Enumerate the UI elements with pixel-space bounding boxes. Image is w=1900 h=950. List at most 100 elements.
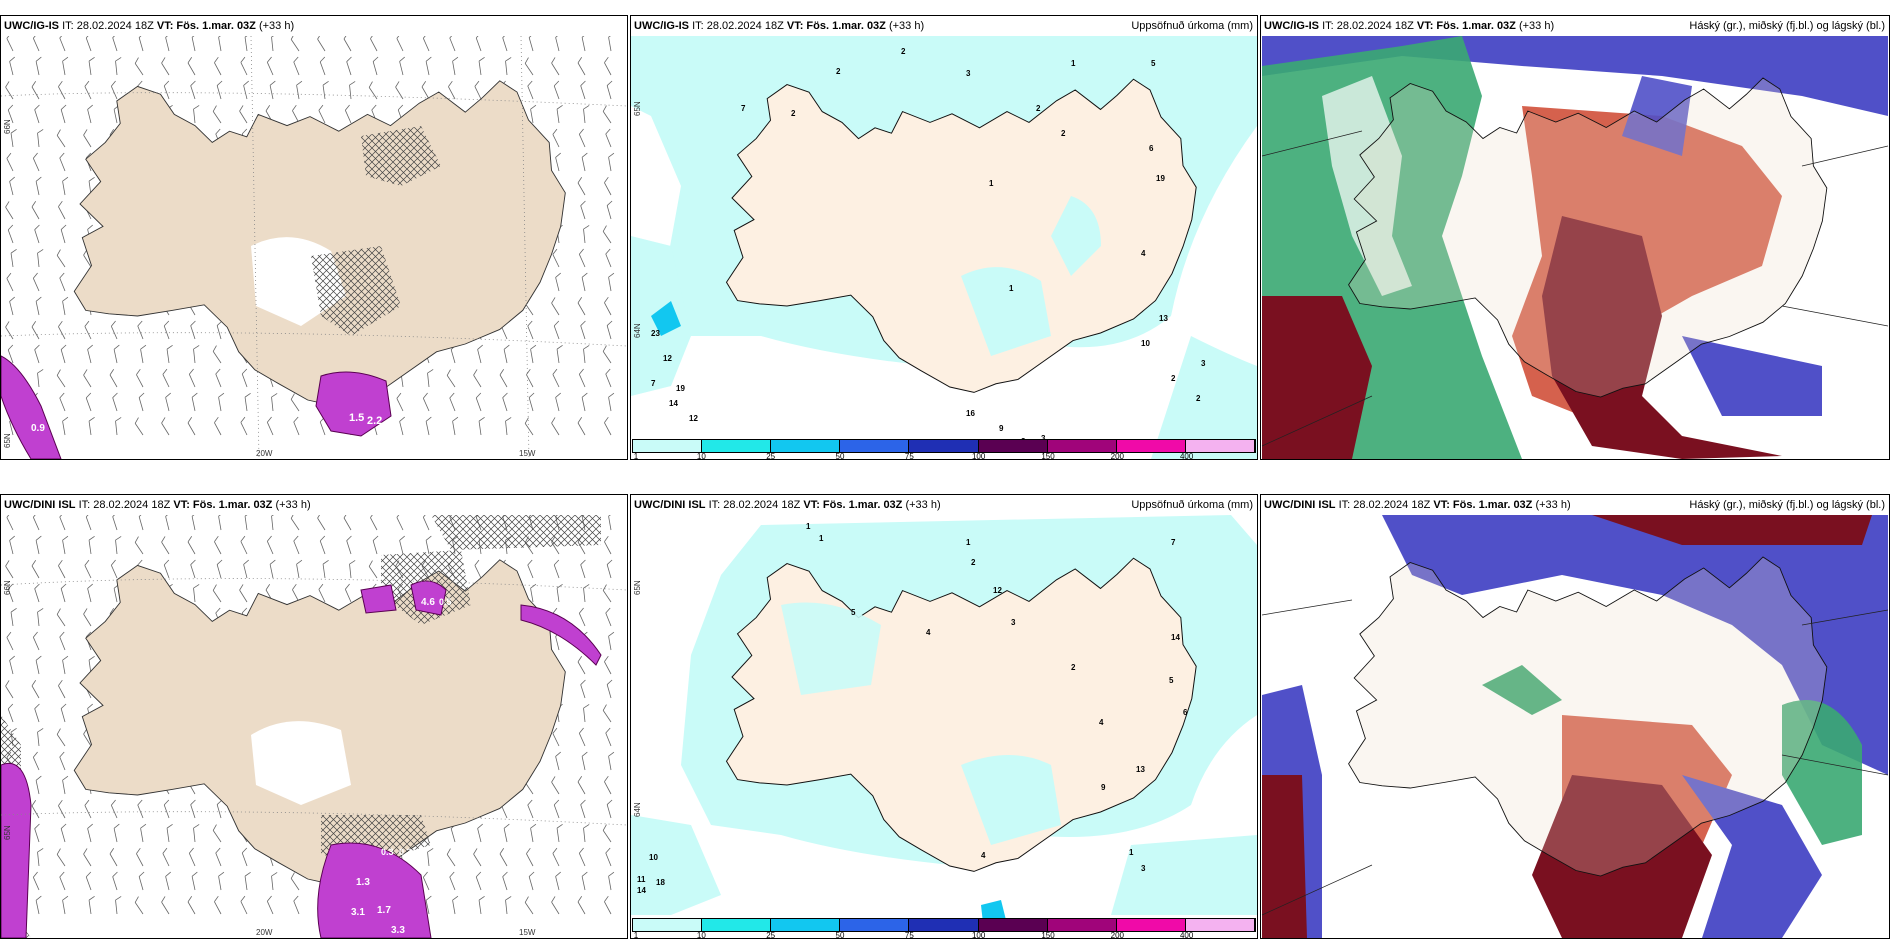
wind-barb: [56, 848, 66, 867]
wind-barb: [555, 871, 561, 891]
wind-barb: [577, 297, 586, 316]
wind-barb: [32, 751, 40, 771]
value-label: 4: [926, 628, 931, 637]
wind-barb: [62, 56, 69, 76]
colorbar-tick: 75: [904, 452, 914, 460]
wind-barb: [608, 871, 615, 891]
precip-moderate: [981, 900, 1006, 923]
colorbar-tick: 200: [1110, 452, 1125, 460]
wind-barb: [240, 895, 248, 915]
wind-barb: [473, 848, 482, 867]
wind-barb: [602, 345, 612, 364]
value-label: 2: [971, 558, 976, 567]
wind-barb: [602, 584, 612, 603]
wind-barb: [396, 392, 404, 412]
value-label: 4: [1099, 718, 1104, 727]
value-label: 3: [966, 69, 971, 78]
wind-barb: [166, 824, 173, 843]
wind-barb: [35, 176, 42, 196]
wind-barb: [399, 416, 405, 436]
wind-barb: [422, 36, 430, 52]
wind-barb: [578, 727, 586, 747]
wind-barb: [34, 344, 40, 364]
value-label: 4.6: [421, 597, 435, 608]
wind-barb: [32, 36, 40, 52]
value-label: 1: [819, 534, 824, 543]
wind-barb: [110, 320, 118, 340]
wind-barb: [137, 799, 144, 819]
wind-barb: [551, 776, 560, 795]
wind-barb: [604, 296, 612, 316]
wind-barb: [218, 36, 225, 52]
value-label: 0.5: [439, 597, 452, 607]
precip-light: [961, 755, 1061, 845]
wind-barb: [296, 80, 303, 100]
wind-barb: [187, 896, 196, 915]
wind-barb: [577, 776, 586, 795]
wind-barb: [583, 704, 590, 723]
wind-barb: [7, 703, 14, 723]
map-accum-precip: 1 1 1 2 7 12 5 4 3 2 14 5 6 4 13 10 11 1…: [631, 515, 1257, 938]
wind-barb: [215, 847, 222, 867]
value-label: 12: [663, 354, 672, 363]
colorbar-swatch: [771, 919, 841, 931]
wind-barb: [56, 369, 66, 388]
lat-label: 64N: [633, 323, 642, 338]
wind-barb: [399, 535, 405, 555]
wind-barb: [113, 344, 120, 364]
wind-barb: [604, 416, 612, 436]
wind-barb: [293, 535, 300, 555]
value-label: 2: [836, 67, 841, 76]
wind-barb: [553, 799, 560, 819]
wind-barb: [10, 129, 17, 148]
wind-barb: [212, 105, 222, 124]
wind-barb: [110, 799, 118, 819]
wind-barb: [606, 679, 613, 699]
precip-moderate: [651, 301, 681, 336]
wind-barb: [37, 369, 44, 388]
wind-barb: [9, 56, 15, 76]
wind-barb: [58, 679, 66, 699]
wind-barb: [134, 896, 144, 915]
value-label: 5: [851, 608, 856, 617]
wind-barb: [35, 895, 42, 915]
colorbar-tick: 50: [835, 931, 845, 939]
wind-barb: [85, 392, 92, 412]
wind-barb: [499, 848, 508, 867]
colorbar-swatch: [978, 440, 1048, 452]
wind-barb: [555, 751, 561, 771]
wind-barb: [218, 515, 225, 531]
wind-barb: [59, 871, 66, 891]
precip-area: [410, 580, 447, 616]
value-label: 1.7: [377, 905, 391, 916]
wind-barb: [163, 320, 170, 340]
wind-barb: [604, 56, 612, 76]
value-label: 23: [651, 329, 660, 338]
wind-barb: [477, 344, 483, 364]
value-labels: 2 2 3 2 2 1 5 7 2 1 6 19 4 1 23 12 7 19 …: [651, 47, 1206, 446]
colorbar-swatch: [1047, 919, 1117, 931]
wind-barb: [427, 848, 434, 867]
wind-barb: [266, 535, 274, 555]
wind-barb: [396, 515, 404, 531]
colorbar-tick: 50: [835, 452, 845, 460]
wind-barb: [606, 559, 613, 579]
wind-barb: [605, 248, 612, 268]
low-cloud: [1682, 336, 1822, 416]
wind-barb: [578, 368, 586, 388]
colorbar-tick: 400: [1179, 931, 1194, 939]
wind-barb: [577, 417, 586, 436]
colorbar-swatch: [840, 440, 910, 452]
wind-barb: [368, 560, 378, 579]
wind-barb: [602, 105, 612, 124]
wind-barb: [524, 896, 534, 915]
wind-barb: [187, 417, 196, 436]
wind-barb: [526, 847, 534, 867]
wind-barb: [214, 895, 222, 915]
wind-barb: [188, 847, 196, 867]
value-label: 2: [1036, 104, 1041, 113]
panel-title: UWC/IG-IS IT: 28.02.2024 18Z VT: Fös. 1.…: [4, 20, 295, 32]
wind-barb: [425, 535, 432, 555]
lat-label: 64N: [633, 802, 642, 817]
wind-barb: [552, 847, 560, 867]
